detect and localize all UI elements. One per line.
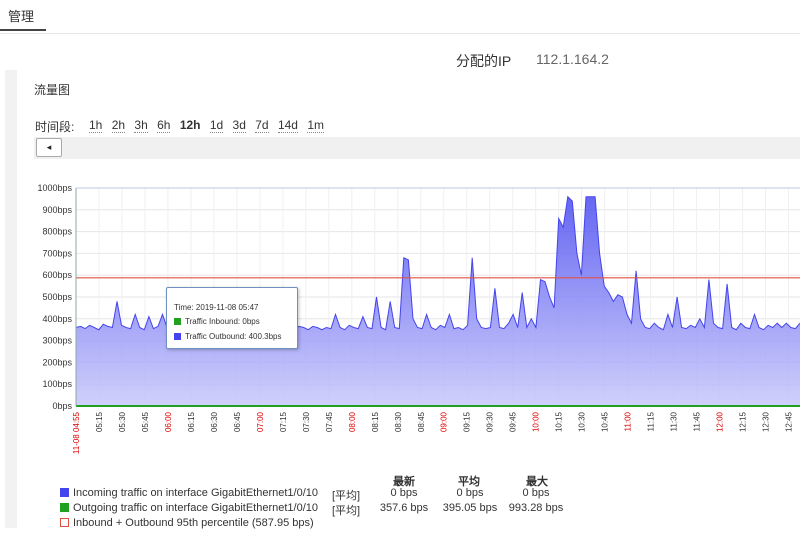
x-tick-label: 11-08 04:55 (72, 411, 81, 454)
x-tick-label: 11:00 (624, 411, 633, 431)
x-tick-label: 11:45 (693, 411, 702, 431)
incoming-average: 0 bps (456, 487, 484, 499)
period-1m[interactable]: 1m (307, 118, 324, 133)
legend-percentile: Inbound + Outbound 95th percentile (587.… (60, 517, 314, 529)
x-tick-label: 06:00 (164, 411, 173, 432)
incoming-avg-tag: [平均] (332, 490, 361, 502)
scroll-left-button[interactable]: ◂ (36, 138, 62, 157)
x-tick-label: 08:00 (348, 411, 357, 432)
tab-manage[interactable]: 管理 (0, 0, 46, 31)
outgoing-avg-tag: [平均] (332, 505, 361, 517)
percentile-swatch (60, 518, 69, 527)
x-tick-label: 12:30 (762, 411, 771, 432)
x-tick-label: 06:45 (233, 411, 242, 432)
period-1h[interactable]: 1h (89, 118, 103, 133)
outgoing-average: 395.05 bps (442, 502, 498, 514)
x-tick-label: 12:00 (716, 411, 725, 432)
outgoing-area (76, 196, 800, 406)
time-scrollbar[interactable] (34, 137, 800, 159)
tooltip-inbound: Traffic Inbound: 0bps (174, 317, 260, 326)
y-tick-label: 900bps (42, 205, 72, 215)
x-tick-label: 08:30 (394, 411, 403, 432)
period-14d[interactable]: 14d (277, 118, 298, 133)
outgoing-latest: 357.6 bps (379, 502, 429, 514)
arrow-left-icon: ◂ (46, 142, 52, 152)
x-tick-label: 07:45 (325, 411, 334, 432)
x-tick-label: 10:15 (555, 411, 564, 432)
legend-outgoing-label: Outgoing traffic on interface GigabitEth… (73, 502, 319, 514)
tab-bar: 管理 (0, 0, 800, 34)
legend-incoming: Incoming traffic on interface GigabitEth… (60, 487, 318, 499)
period-1d[interactable]: 1d (209, 118, 224, 133)
panel-title: 流量图 (34, 83, 71, 97)
legend-percentile-label: Inbound + Outbound 95th percentile (587.… (73, 517, 314, 529)
traffic-chart[interactable]: 0bps 100bps 200bps 300bps 400bps 500bps 600bps… (20, 176, 800, 466)
y-tick-label: 100bps (42, 379, 72, 389)
period-2h[interactable]: 2h (111, 118, 126, 133)
y-tick-label: 500bps (42, 292, 72, 302)
period-12h[interactable]: 12h (179, 118, 201, 132)
x-tick-label: 08:15 (371, 411, 380, 432)
period-7d[interactable]: 7d (255, 118, 269, 133)
x-tick-label: 08:45 (417, 411, 426, 432)
period-3d[interactable]: 3d (232, 118, 246, 133)
inbound-swatch (174, 318, 181, 325)
x-tick-label: 12:45 (785, 411, 794, 432)
outgoing-max: 993.28 bps (508, 502, 564, 514)
y-tick-label: 800bps (42, 227, 72, 237)
x-tick-label: 10:45 (601, 411, 610, 432)
x-tick-label: 07:30 (302, 411, 311, 432)
y-tick-label: 0bps (52, 401, 72, 411)
ip-value: 112.1.164.2 (536, 51, 609, 67)
y-tick-label: 400bps (42, 314, 72, 324)
x-tick-label: 07:00 (256, 411, 265, 432)
stats-header-average: 平均 (458, 476, 480, 488)
x-tick-label: 09:00 (440, 411, 449, 432)
stats-header-latest: 最新 (393, 476, 415, 488)
chart-tooltip: Time: 2019-11-08 05:47 Traffic Inbound: … (166, 287, 298, 349)
legend-outgoing: Outgoing traffic on interface GigabitEth… (60, 502, 318, 514)
x-tick-label: 12:15 (739, 411, 748, 432)
period-label: 时间段: (35, 120, 75, 134)
y-tick-label: 600bps (42, 270, 72, 280)
x-tick-label: 05:45 (141, 411, 150, 432)
period-6h[interactable]: 6h (157, 118, 171, 133)
x-tick-label: 09:15 (463, 411, 472, 432)
stats-header-max: 最大 (526, 476, 548, 488)
ip-label: 分配的IP (456, 53, 512, 69)
tooltip-inbound-text: Traffic Inbound: 0bps (185, 317, 260, 326)
y-tick-label: 700bps (42, 248, 72, 258)
x-tick-label: 09:30 (486, 411, 495, 432)
x-tick-label: 07:15 (279, 411, 288, 432)
x-tick-label: 10:30 (578, 411, 587, 432)
incoming-swatch (60, 488, 69, 497)
x-tick-label: 05:30 (118, 411, 127, 432)
tooltip-outbound-text: Traffic Outbound: 400.3bps (185, 332, 282, 341)
x-tick-label: 09:45 (509, 411, 518, 432)
y-tick-label: 1000bps (37, 183, 72, 193)
y-tick-label: 200bps (42, 357, 72, 367)
legend-incoming-label: Incoming traffic on interface GigabitEth… (73, 487, 318, 499)
x-tick-label: 10:00 (532, 411, 541, 432)
incoming-max: 0 bps (522, 487, 550, 499)
tooltip-time: Time: 2019-11-08 05:47 (174, 303, 259, 312)
tooltip-outbound: Traffic Outbound: 400.3bps (174, 332, 282, 341)
outbound-swatch (174, 333, 181, 340)
x-tick-label: 11:15 (647, 411, 656, 431)
y-tick-label: 300bps (42, 336, 72, 346)
period-3h[interactable]: 3h (134, 118, 148, 133)
incoming-latest: 0 bps (390, 487, 418, 499)
x-tick-label: 06:30 (210, 411, 219, 432)
x-tick-label: 11:30 (670, 411, 679, 431)
x-tick-label: 05:15 (95, 411, 104, 432)
period-options: 1h 2h 3h 6h 12h 1d 3d 7d 14d 1m (89, 118, 330, 133)
outgoing-swatch (60, 503, 69, 512)
x-tick-label: 06:15 (187, 411, 196, 432)
